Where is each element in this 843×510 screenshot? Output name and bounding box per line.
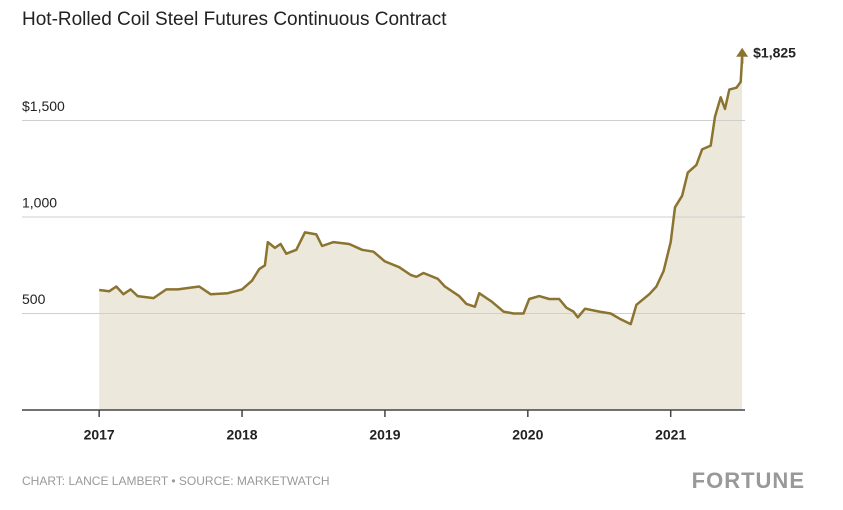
- x-tick-label: 2021: [655, 427, 686, 443]
- area: [99, 57, 743, 411]
- source: CHART: LANCE LAMBERT • SOURCE: MARKETWAT…: [22, 474, 330, 488]
- annotation-arrow-head: [736, 47, 749, 57]
- annotation-label: $1,825: [753, 44, 796, 60]
- line: [99, 57, 744, 326]
- brand: FORTUNE: [692, 468, 805, 493]
- chart-title: Hot-Rolled Coil Steel Futures Continuous…: [22, 9, 447, 30]
- x-tick-label: 2018: [226, 427, 257, 443]
- x-tick-label: 2019: [369, 427, 400, 443]
- y-tick-label: 1,000: [22, 195, 57, 211]
- y-tick-label: $1,500: [22, 98, 65, 114]
- x-tick-label: 2020: [512, 427, 543, 443]
- y-tick-label: 500: [22, 291, 46, 307]
- x-tick-label: 2017: [84, 427, 115, 443]
